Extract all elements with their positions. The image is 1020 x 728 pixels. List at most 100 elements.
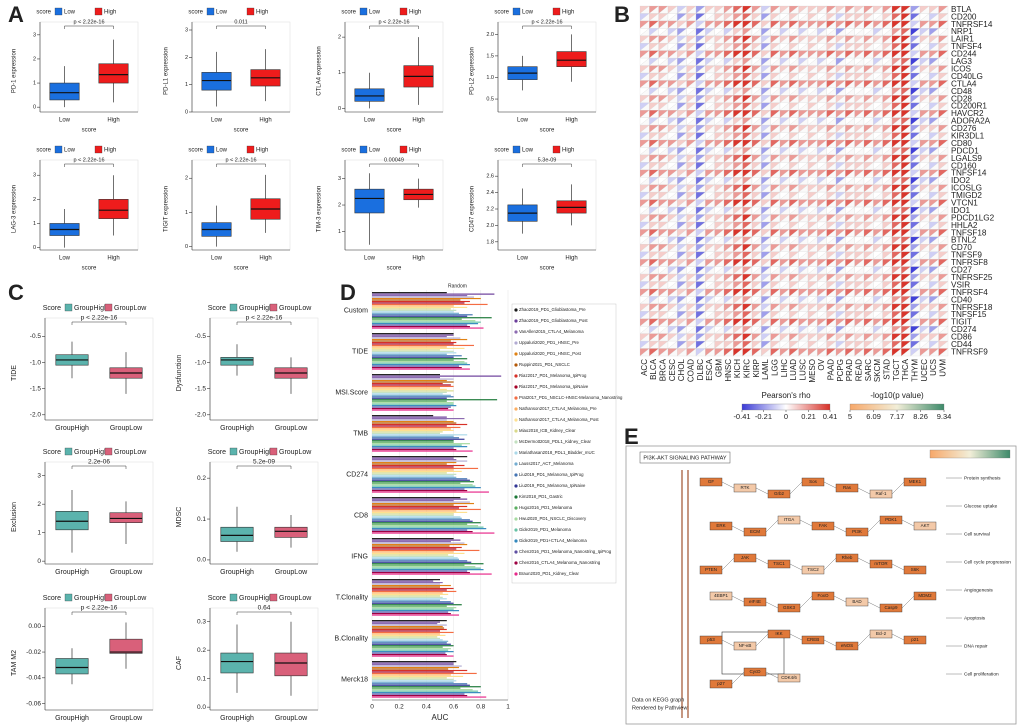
pathway-node (777, 603, 801, 613)
bar (372, 299, 461, 301)
bar (372, 379, 447, 382)
outcome-label: Cell cycle progression (964, 559, 1011, 565)
row-label: TNFRSF25 (951, 273, 993, 282)
legend-label: VanAllen2015_CTLA4_Melanoma (519, 329, 584, 334)
bar (372, 664, 454, 666)
legend-swatch (246, 7, 255, 16)
bar (372, 399, 498, 401)
column-label: LUAD (789, 359, 798, 381)
pathway-node (709, 679, 733, 689)
pathway-edge (823, 557, 837, 571)
inset-box (721, 631, 785, 675)
legend-dot (514, 418, 518, 422)
box (354, 188, 385, 214)
y-axis-label: PD-L1 expression (164, 47, 170, 95)
column-label: MESO (808, 359, 817, 383)
x-axis-label: score (234, 128, 249, 134)
row-label: CD44 (951, 340, 972, 349)
legend-swatch (246, 145, 255, 154)
y-tick-label: 0.3 (197, 618, 206, 625)
y-tick-label: 1.0 (486, 75, 494, 81)
bar (372, 459, 457, 461)
pathway-node (811, 591, 835, 601)
bar (372, 636, 438, 638)
legend-swatch (64, 447, 73, 456)
legend-dot (514, 561, 518, 565)
legend-dot (514, 308, 518, 312)
row-label: CD244 (951, 50, 977, 59)
p-value: 0.64 (258, 605, 271, 612)
pathway-node (743, 667, 767, 677)
x-tick-label: GroupHigh (220, 425, 254, 432)
bar (372, 418, 465, 420)
bar (372, 396, 454, 398)
x-tick-label: 0.4 (422, 704, 431, 711)
bar (372, 337, 461, 339)
y-axis-label: TAM M2 (11, 650, 18, 676)
bar (372, 438, 465, 440)
pathway-node (913, 521, 937, 531)
row-label: CTLA4 (951, 79, 977, 88)
bar (372, 463, 447, 465)
pathway-edge (789, 563, 803, 571)
outcome-label: Angiogenesis (964, 587, 993, 593)
colorbar-title: -log10(p value) (870, 391, 924, 400)
legend-swatch (64, 303, 73, 312)
bar (372, 696, 487, 698)
pathway-node (699, 477, 723, 487)
legend-swatch (552, 7, 561, 16)
legend-swatch (512, 7, 521, 16)
bar (372, 689, 473, 691)
bar (372, 687, 461, 689)
pathway-node (743, 597, 767, 607)
y-axis-label: TIM-3 expression (317, 186, 323, 232)
bar (372, 472, 447, 474)
column-label: KICH (733, 359, 742, 378)
bar (372, 321, 481, 323)
bar (372, 300, 470, 303)
legend-dot (514, 429, 518, 433)
pathway-node (835, 483, 859, 493)
bar (372, 646, 443, 648)
x-tick-label: GroupHigh (55, 569, 89, 576)
p-value: p < 2.22e-16 (246, 315, 283, 322)
y-axis-label: LAG-3 expression (12, 185, 18, 233)
bar (372, 312, 460, 314)
group-label: Merck18 (341, 676, 368, 683)
bar (372, 406, 451, 408)
legend-dot (514, 440, 518, 444)
bar (372, 466, 454, 468)
column-label: DLBC (696, 359, 705, 381)
legend-label: Liu2019_PD1_Melanoma_IpiProg (519, 472, 584, 477)
pathway-node (913, 591, 937, 601)
bar (372, 368, 470, 370)
pathway-edge (765, 601, 779, 609)
bar (372, 362, 468, 364)
significance-bracket (71, 465, 127, 469)
legend-title: score (188, 148, 203, 154)
row-label: CD274 (951, 325, 977, 334)
bar (372, 586, 440, 588)
y-tick-label: -0.06 (26, 700, 41, 707)
bar (372, 596, 443, 598)
pathway-edge (833, 525, 847, 533)
diagram-footer: Data on KEGG graph (632, 697, 684, 703)
row-label: LGALS9 (951, 154, 982, 163)
bar (372, 665, 462, 667)
x-tick-label: GroupHigh (220, 569, 254, 576)
node-label: Raf-1 (875, 491, 887, 496)
bar (372, 355, 462, 357)
legend-swatch (512, 145, 521, 154)
bar (372, 356, 454, 358)
bar (372, 325, 470, 328)
pathway-edge (823, 639, 837, 647)
legend-title: score (341, 10, 356, 16)
legend-label: Kim2018_PD1_Gastric (519, 494, 564, 499)
bar (372, 520, 473, 522)
bar (372, 680, 457, 682)
bar (372, 434, 468, 436)
column-label: SKCM (873, 359, 882, 382)
bar (372, 528, 487, 530)
bar (372, 640, 449, 642)
bar (372, 642, 447, 644)
